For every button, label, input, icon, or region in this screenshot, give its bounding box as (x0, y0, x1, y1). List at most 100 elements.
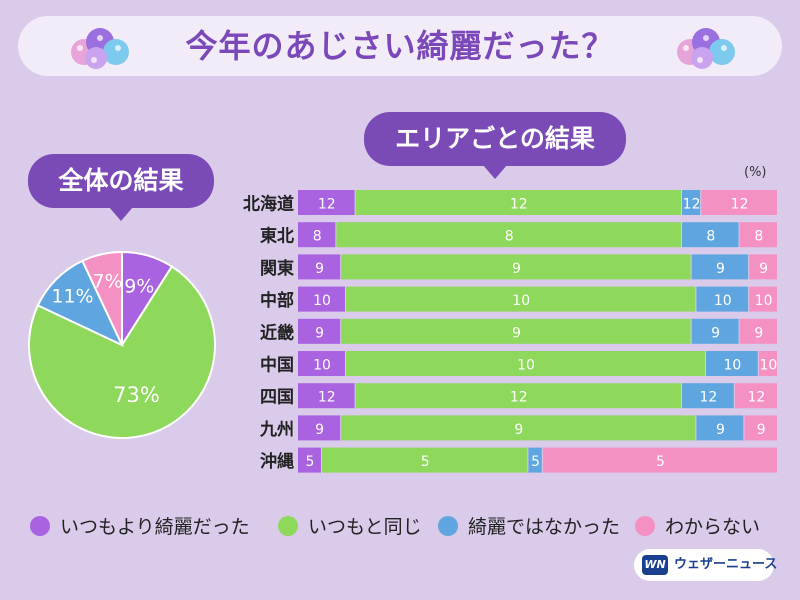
bar-segment (542, 447, 777, 473)
title-banner: 今年のあじさい綺麗だった？ (18, 16, 782, 76)
bar-segment (298, 447, 321, 473)
bar-data-label: 9 (512, 261, 521, 277)
bar-data-label: 9 (315, 422, 324, 438)
legend-swatch-unknown (635, 515, 655, 536)
bar-data-label: 9 (754, 325, 763, 341)
logo-text: ウェザーニュース (674, 557, 778, 572)
category-label: 中部 (260, 290, 294, 311)
bar-data-label: 10 (517, 358, 535, 374)
area-heading-label: エリアごとの結果 (395, 124, 595, 153)
bar-data-label: 5 (421, 454, 430, 470)
bar-data-label: 9 (514, 422, 523, 438)
legend-label-better: いつもより綺麗だった (60, 516, 250, 538)
bar-segment (682, 222, 739, 248)
unit-label: (%) (744, 165, 767, 180)
area-heading-tail (483, 165, 507, 179)
pie-slice-label: 73% (113, 383, 160, 407)
bar-segment (682, 190, 701, 215)
overall-pie-chart: 9% 73% 11%7% (28, 250, 216, 439)
bar-data-label: 8 (706, 229, 715, 245)
category-label: 中国 (260, 355, 294, 376)
bar-segment (346, 286, 696, 312)
bar-data-label: 9 (315, 261, 324, 277)
legend-item-better: いつもより綺麗だった (30, 512, 250, 542)
bar-segment (691, 318, 739, 344)
logo-mark: WN (642, 555, 668, 575)
bar-data-label: 12 (318, 197, 336, 213)
bar-data-label: 12 (699, 390, 717, 406)
pie-slice (28, 265, 216, 439)
bar-data-label: 9 (757, 422, 766, 438)
legend-swatch-not-pretty (438, 515, 458, 536)
bar-segment (691, 254, 749, 280)
legend-swatch-same (278, 515, 298, 536)
bar-segment (696, 286, 749, 312)
bar-data-label: 12 (510, 197, 528, 213)
bar-segment (298, 254, 341, 280)
category-label: 東北 (260, 226, 294, 247)
bar-segment (706, 351, 758, 376)
bar-segment (355, 383, 681, 409)
bar-segment (341, 254, 691, 280)
bar-data-label: 10 (313, 293, 331, 309)
bar-data-label: 10 (759, 358, 777, 374)
bar-segment (298, 318, 341, 344)
legend-item-same: いつもと同じ (278, 512, 422, 542)
bar-segment (739, 222, 777, 248)
pie-slice-label: 7% (93, 271, 123, 293)
bar-data-label: 5 (306, 454, 315, 470)
hydrangea-icon-right (677, 28, 735, 69)
bar-segment (682, 383, 734, 409)
legend-item-unknown: わからない (635, 512, 760, 542)
bar-segment (298, 222, 336, 248)
overall-heading-tail (109, 207, 133, 221)
bar-segment (341, 415, 696, 441)
bar-segment (696, 415, 744, 441)
legend-item-not-pretty: 綺麗ではなかった (438, 512, 620, 542)
page-title: 今年のあじさい綺麗だった？ (185, 27, 615, 65)
bar-data-label: 9 (716, 422, 725, 438)
bar-data-label: 8 (505, 229, 514, 245)
category-label: 関東 (260, 258, 294, 279)
bar-data-label: 12 (318, 390, 336, 406)
bar-segment (749, 254, 777, 280)
bar-segment (298, 286, 345, 312)
bar-segment (701, 190, 777, 215)
pie-slice-label: 9% (124, 275, 154, 297)
area-stacked-bar-chart: 北海道 12 12 12 12 東北 8 8 8 8 関東 9 9 9 9 中部 10 10 10 10 近畿 9 9 9 9 中… (243, 190, 777, 473)
bar-data-label: 10 (313, 358, 331, 374)
pie-slice (81, 250, 123, 346)
area-heading: エリアごとの結果 (364, 112, 626, 179)
category-label: 九州 (259, 420, 294, 440)
bar-data-label: 12 (747, 390, 765, 406)
bar-data-label: 8 (754, 229, 763, 245)
bar-data-label: 8 (313, 229, 322, 245)
bar-segment (298, 351, 345, 376)
legend-label-same: いつもと同じ (308, 516, 422, 538)
category-label: 北海道 (243, 194, 294, 215)
overall-heading: 全体の結果 (28, 154, 214, 221)
legend-label-not-pretty: 綺麗ではなかった (468, 516, 621, 538)
bar-data-label: 10 (714, 293, 732, 309)
bar-segment (734, 383, 777, 409)
bar-data-label: 12 (683, 197, 701, 213)
legend-swatch-better (30, 515, 50, 536)
bar-segment (749, 286, 777, 312)
bar-data-label: 9 (716, 261, 725, 277)
legend-label-unknown: わからない (665, 516, 761, 538)
bar-segment (528, 447, 542, 473)
bar-data-label: 10 (755, 293, 773, 309)
bar-data-label: 10 (723, 358, 741, 374)
bar-segment (298, 190, 355, 215)
bar-data-label: 12 (510, 390, 528, 406)
bar-segment (355, 190, 681, 215)
category-label: 近畿 (260, 322, 294, 343)
bar-segment (758, 351, 777, 376)
category-label: 沖縄 (260, 451, 294, 472)
pie-slice-label: 11% (51, 286, 93, 308)
bar-segment (336, 222, 681, 248)
bar-segment (744, 415, 777, 441)
bar-data-label: 9 (512, 325, 521, 341)
legend: いつもより綺麗だった いつもと同じ 綺麗ではなかった わからない (30, 512, 790, 542)
bar-data-label: 9 (759, 261, 768, 277)
